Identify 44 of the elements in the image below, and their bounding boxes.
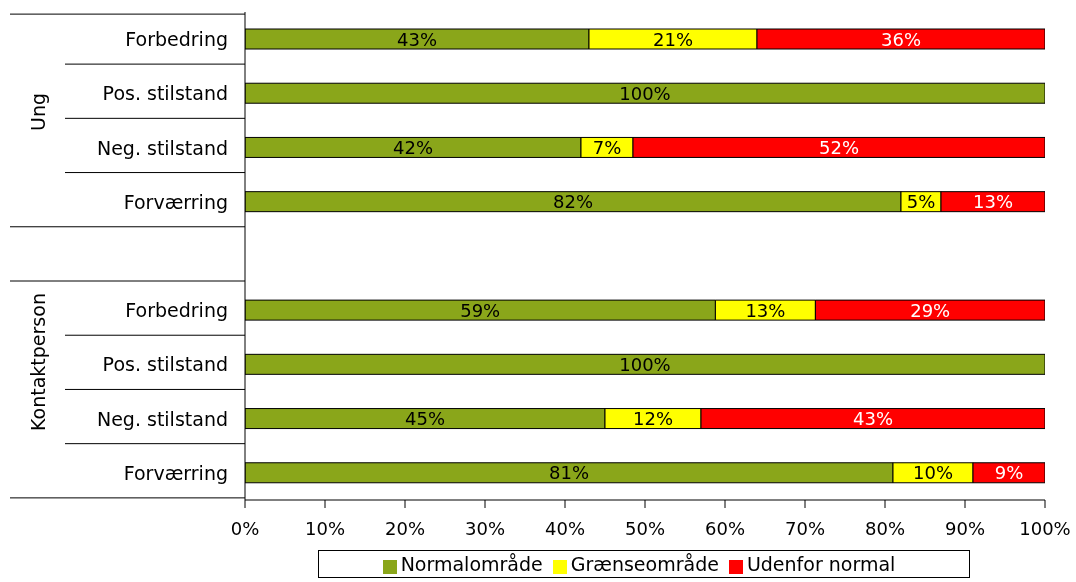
data-label: 12% <box>632 408 674 430</box>
data-label: 29% <box>910 299 951 321</box>
data-label: 21% <box>652 28 694 50</box>
x-tick-label: 100% <box>1019 517 1071 539</box>
y-tick-label: Pos. stilstand <box>102 353 228 376</box>
x-tick-label: 0% <box>230 517 260 539</box>
legend-label: Normalområde <box>400 553 543 575</box>
text: Ung <box>27 92 49 132</box>
x-tick-label: 80% <box>864 517 906 539</box>
text: Kontaktperson <box>27 293 49 431</box>
data-label: 52% <box>818 136 860 158</box>
x-tick-label: 40% <box>544 517 586 539</box>
x-tick-label: 20% <box>384 517 426 539</box>
y-tick-label: Neg. stilstand <box>96 407 228 430</box>
legend-label: Grænseområde <box>570 553 719 575</box>
x-tick-label: 60% <box>704 517 746 539</box>
data-label: 82% <box>552 191 594 213</box>
data-label: 43% <box>396 28 438 50</box>
x-tick-label: 90% <box>944 517 986 539</box>
y-tick-label: Forbedring <box>125 299 228 322</box>
x-tick-label: 70% <box>784 517 826 539</box>
data-label: 5% <box>906 191 936 213</box>
y-tick-label: Forbedring <box>125 28 228 51</box>
data-label: 13% <box>972 191 1014 213</box>
data-label: 81% <box>548 462 590 484</box>
data-label: 13% <box>745 299 786 321</box>
data-label: 45% <box>404 408 446 430</box>
data-label: 100% <box>619 82 671 104</box>
x-tick-label: 30% <box>464 517 506 539</box>
data-label: 36% <box>880 28 922 50</box>
data-label: 59% <box>460 299 501 321</box>
x-tick-label: 50% <box>624 517 666 539</box>
data-label: 42% <box>392 136 434 158</box>
data-label: 43% <box>852 408 894 430</box>
y-tick-label: Pos. stilstand <box>102 82 228 105</box>
data-label: 100% <box>619 353 671 375</box>
x-tick-label: 10% <box>304 517 346 539</box>
data-label: 7% <box>592 136 622 158</box>
data-label: 10% <box>912 462 954 484</box>
legend-label: Udenfor normal <box>746 553 896 575</box>
data-label: 9% <box>994 462 1024 484</box>
y-tick-label: Forværring <box>123 190 228 213</box>
y-tick-label: Forværring <box>123 461 228 484</box>
y-tick-label: Neg. stilstand <box>96 136 228 159</box>
